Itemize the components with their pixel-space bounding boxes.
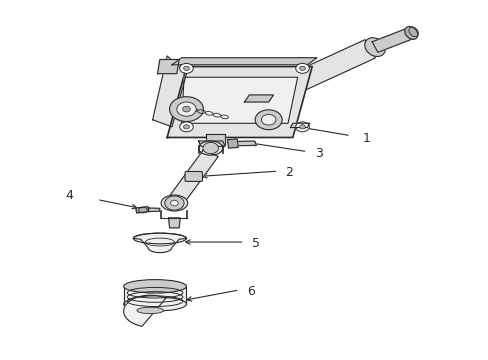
Polygon shape	[157, 59, 179, 74]
Polygon shape	[169, 150, 218, 203]
Circle shape	[203, 143, 218, 154]
Circle shape	[299, 66, 305, 71]
Polygon shape	[172, 58, 316, 65]
Polygon shape	[198, 141, 224, 146]
Ellipse shape	[198, 141, 223, 155]
Polygon shape	[133, 233, 186, 253]
Circle shape	[164, 196, 183, 210]
Circle shape	[261, 114, 275, 125]
Polygon shape	[136, 207, 148, 213]
Circle shape	[183, 125, 189, 129]
Ellipse shape	[364, 38, 385, 57]
Polygon shape	[205, 134, 224, 145]
Text: 5: 5	[251, 237, 259, 250]
Circle shape	[183, 66, 189, 71]
Polygon shape	[123, 286, 186, 304]
Polygon shape	[371, 29, 411, 52]
Polygon shape	[290, 123, 309, 127]
Ellipse shape	[161, 195, 187, 211]
Circle shape	[295, 63, 308, 73]
Circle shape	[169, 97, 203, 122]
Text: 2: 2	[285, 166, 293, 179]
Circle shape	[180, 63, 193, 73]
Ellipse shape	[404, 26, 417, 39]
Circle shape	[299, 125, 305, 129]
Ellipse shape	[137, 307, 163, 314]
Circle shape	[182, 106, 190, 112]
Ellipse shape	[133, 233, 186, 244]
Polygon shape	[248, 40, 374, 111]
Polygon shape	[167, 67, 311, 138]
FancyBboxPatch shape	[184, 171, 202, 181]
Circle shape	[180, 122, 193, 132]
Text: 3: 3	[314, 147, 322, 160]
Polygon shape	[123, 295, 165, 326]
Circle shape	[255, 110, 282, 130]
Text: 6: 6	[246, 285, 254, 298]
Ellipse shape	[123, 297, 186, 311]
Polygon shape	[227, 139, 238, 148]
Polygon shape	[148, 208, 160, 212]
Text: 1: 1	[362, 132, 370, 145]
Polygon shape	[152, 56, 186, 127]
Polygon shape	[181, 77, 297, 123]
Circle shape	[177, 102, 196, 116]
Ellipse shape	[123, 280, 186, 293]
Circle shape	[295, 122, 308, 132]
Text: 4: 4	[65, 189, 73, 202]
Polygon shape	[168, 218, 180, 228]
Polygon shape	[227, 141, 256, 146]
Polygon shape	[244, 95, 273, 102]
Circle shape	[170, 200, 178, 206]
